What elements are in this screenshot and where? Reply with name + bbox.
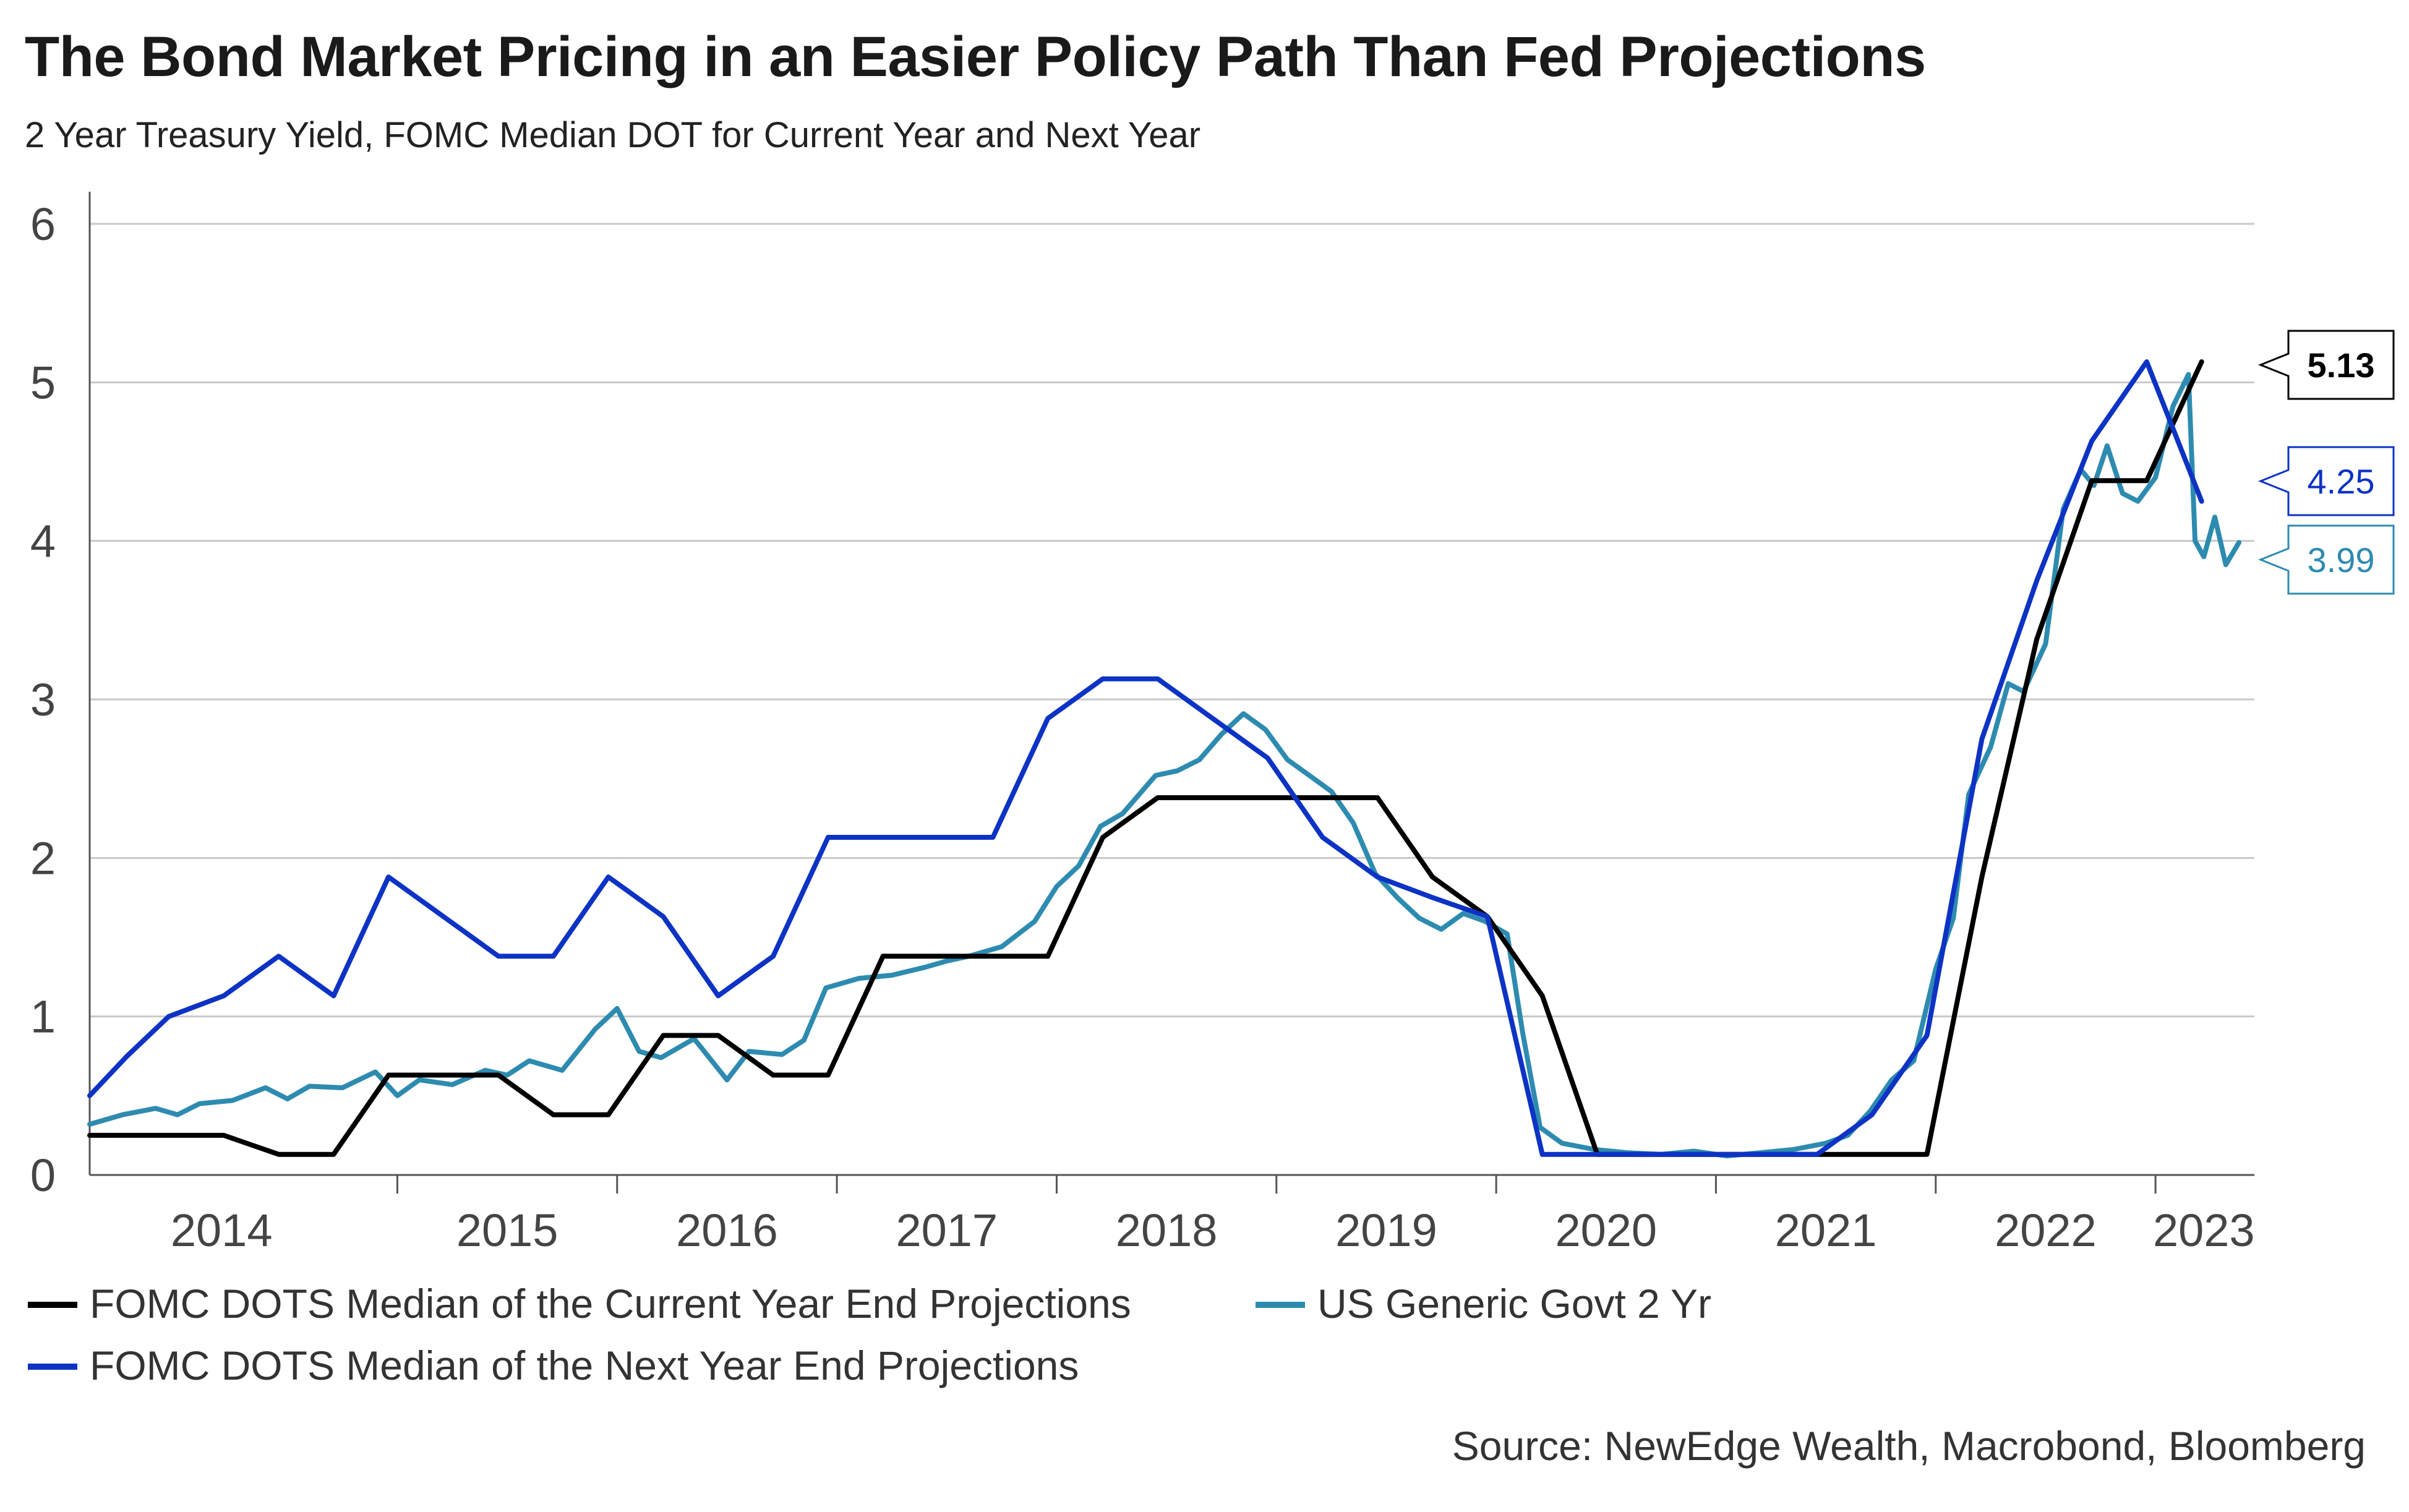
y-tick-label: 3 <box>30 674 56 725</box>
x-tick-label: 2015 <box>456 1205 558 1256</box>
x-tick-label: 2018 <box>1116 1205 1218 1256</box>
callout-box <box>2257 330 2395 400</box>
chart-subtitle: 2 Year Treasury Yield, FOMC Median DOT f… <box>25 115 1201 155</box>
x-tick-label: 2020 <box>1555 1205 1657 1256</box>
y-tick-label: 1 <box>30 991 56 1043</box>
legend-label-next-year: FOMC DOTS Median of the Next Year End Pr… <box>90 1343 1079 1388</box>
x-tick-label: 2014 <box>171 1205 273 1256</box>
value-callouts: 5.13 4.25 3.99 <box>2257 330 2395 595</box>
series-line-two-year <box>87 372 2242 1159</box>
callout-box <box>2257 446 2395 516</box>
callout-next-year: 4.25 <box>2257 446 2395 516</box>
gridlines <box>90 223 2254 1018</box>
legend-item-next-year: FOMC DOTS Median of the Next Year End Pr… <box>28 1342 1079 1389</box>
x-tick-label: 2023 <box>2153 1205 2255 1256</box>
legend-item-two-year: US Generic Govt 2 Yr <box>1256 1280 1711 1327</box>
callout-current-year: 5.13 <box>2257 330 2395 400</box>
axes: 0 1 2 3 4 5 6 2014 2015 2016 2017 2018 2019 2020 2021 2… <box>30 192 2255 1256</box>
series-line-current-year <box>87 359 2204 1157</box>
source-note: Source: NewEdge Wealth, Macrobond, Bloom… <box>1452 1423 2366 1469</box>
x-tick-label: 2022 <box>1995 1205 2097 1256</box>
legend-label-two-year: US Generic Govt 2 Yr <box>1317 1281 1712 1326</box>
callout-value: 4.25 <box>2308 462 2375 501</box>
y-tick-label: 0 <box>30 1150 56 1201</box>
x-tick-label: 2016 <box>676 1205 778 1256</box>
legend-swatch-next-year <box>28 1363 77 1370</box>
y-tick-label: 4 <box>30 516 56 567</box>
legend-label-current-year: FOMC DOTS Median of the Current Year End… <box>90 1281 1131 1326</box>
x-tick-label: 2019 <box>1335 1205 1437 1256</box>
callout-value: 5.13 <box>2308 346 2375 385</box>
x-tick-label: 2021 <box>1775 1205 1877 1256</box>
callout-box <box>2257 524 2395 595</box>
callout-two-year: 3.99 <box>2257 524 2395 595</box>
legend-swatch-two-year <box>1256 1301 1305 1308</box>
callout-value: 3.99 <box>2308 540 2375 579</box>
y-tick-label: 2 <box>30 832 56 884</box>
series-line-next-year <box>87 359 2204 1157</box>
legend-swatch-current-year <box>28 1301 77 1308</box>
x-tick-label: 2017 <box>896 1205 998 1256</box>
y-tick-label: 5 <box>30 357 56 408</box>
chart-title: The Bond Market Pricing in an Easier Pol… <box>25 25 1926 88</box>
y-tick-label: 6 <box>30 199 56 250</box>
legend-item-current-year: FOMC DOTS Median of the Current Year End… <box>28 1280 1131 1327</box>
series-lines <box>87 359 2242 1159</box>
